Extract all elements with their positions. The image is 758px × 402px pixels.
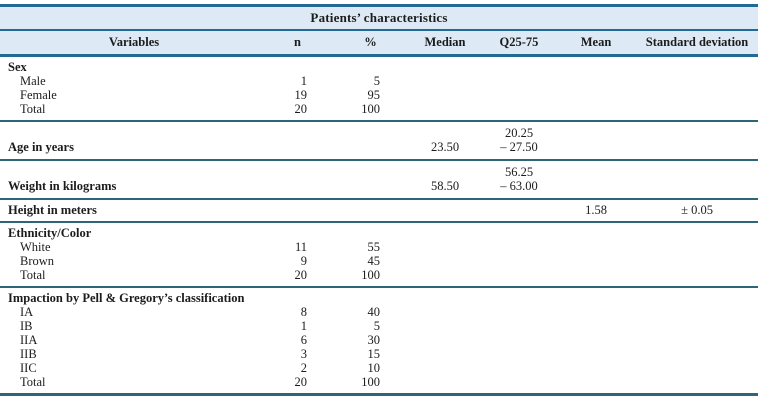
cell-percent: 5 [373, 74, 380, 88]
q75-value: – 27.50 [500, 140, 538, 154]
column-header-standard-deviation: Standard deviation [636, 30, 758, 57]
column-header-percent: % [333, 30, 408, 57]
table-row: White 11 55 [0, 240, 758, 254]
q75-value: – 63.00 [500, 179, 538, 193]
cell-percent: 5 [373, 319, 380, 333]
section-label-row: Ethnicity/Color [0, 222, 758, 240]
table-row: Height in meters 1.58 ± 0.05 [0, 199, 758, 222]
cell-variable: Total [20, 102, 46, 116]
section-sex: Sex Male 1 5 Female 19 95 Total 20 100 [0, 56, 758, 122]
cell-variable: IB [20, 319, 33, 333]
cell-percent: 100 [361, 102, 380, 116]
cell-q25-75: 56.25 – 63.00 [482, 160, 556, 199]
table-row: Age in years 23.50 20.25 – 27.50 [0, 121, 758, 160]
section-weight: Weight in kilograms 58.50 56.25 – 63.00 [0, 160, 758, 199]
section-label-row: Sex [0, 56, 758, 75]
cell-variable: Total [20, 375, 46, 389]
cell-n: 1 [300, 74, 307, 88]
cell-percent: 95 [367, 88, 381, 102]
table-row: Total 20 100 [0, 375, 758, 395]
cell-percent: 40 [367, 305, 381, 319]
cell-n: 9 [300, 254, 307, 268]
column-header-row: Variables n % Median Q25-75 Mean Standar… [0, 30, 758, 57]
cell-variable: Total [20, 268, 46, 282]
table-row: IIC 2 10 [0, 361, 758, 375]
cell-n: 19 [294, 88, 308, 102]
cell-n: 20 [294, 102, 308, 116]
table-title-row: Patients’ characteristics [0, 5, 758, 31]
cell-mean: 1.58 [585, 203, 607, 217]
cell-percent: 100 [361, 268, 380, 282]
cell-variable: IIB [20, 347, 37, 361]
cell-variable: White [20, 240, 51, 254]
cell-variable: Weight in kilograms [8, 179, 117, 193]
cell-variable: Female [20, 88, 57, 102]
column-header-n: n [262, 30, 333, 57]
column-header-variables: Variables [0, 30, 262, 57]
cell-percent: 15 [367, 347, 381, 361]
cell-variable: Age in years [8, 140, 74, 154]
cell-median: 58.50 [430, 179, 460, 193]
section-label-row: Impaction by Pell & Gregory’s classifica… [0, 287, 758, 305]
cell-median: 23.50 [430, 140, 460, 154]
column-header-median: Median [408, 30, 482, 57]
cell-variable: IA [20, 305, 34, 319]
section-label: Ethnicity/Color [8, 226, 92, 240]
cell-percent: 30 [367, 333, 381, 347]
table-row: Brown 9 45 [0, 254, 758, 268]
cell-variable: IIC [20, 361, 37, 375]
q25-value: 56.25 [504, 165, 534, 179]
section-ethnicity: Ethnicity/Color White 11 55 Brown 9 45 T… [0, 222, 758, 287]
section-height: Height in meters 1.58 ± 0.05 [0, 199, 758, 222]
cell-n: 6 [300, 333, 307, 347]
table-row: Female 19 95 [0, 88, 758, 102]
table-row: Male 1 5 [0, 74, 758, 88]
table-row: Total 20 100 [0, 268, 758, 287]
cell-percent: 100 [361, 375, 380, 389]
section-age: Age in years 23.50 20.25 – 27.50 [0, 121, 758, 160]
cell-variable: IIA [20, 333, 38, 347]
column-header-mean: Mean [556, 30, 636, 57]
section-impaction: Impaction by Pell & Gregory’s classifica… [0, 287, 758, 395]
cell-n: 2 [300, 361, 307, 375]
cell-n: 11 [294, 240, 307, 254]
column-header-q25-75: Q25-75 [482, 30, 556, 57]
cell-variable: Male [20, 74, 46, 88]
cell-n: 20 [294, 375, 308, 389]
patients-characteristics-table: Patients’ characteristics Variables n % … [0, 4, 758, 396]
table-row: Weight in kilograms 58.50 56.25 – 63.00 [0, 160, 758, 199]
cell-n: 3 [300, 347, 307, 361]
table-title: Patients’ characteristics [0, 5, 758, 31]
cell-n: 20 [294, 268, 308, 282]
cell-n: 1 [300, 319, 307, 333]
table-row: IIA 6 30 [0, 333, 758, 347]
table-head: Patients’ characteristics Variables n % … [0, 5, 758, 57]
cell-standard-deviation: ± 0.05 [681, 203, 713, 217]
cell-percent: 10 [367, 361, 381, 375]
section-label: Sex [8, 60, 27, 74]
cell-percent: 55 [367, 240, 381, 254]
table-row: IIB 3 15 [0, 347, 758, 361]
section-label: Impaction by Pell & Gregory’s classifica… [8, 291, 245, 305]
cell-n: 8 [300, 305, 307, 319]
table-row: Total 20 100 [0, 102, 758, 121]
cell-q25-75: 20.25 – 27.50 [482, 121, 556, 160]
q25-value: 20.25 [504, 126, 534, 140]
cell-variable: Brown [20, 254, 55, 268]
cell-variable: Height in meters [8, 203, 97, 217]
cell-percent: 45 [367, 254, 381, 268]
table-row: IB 1 5 [0, 319, 758, 333]
table-row: IA 8 40 [0, 305, 758, 319]
